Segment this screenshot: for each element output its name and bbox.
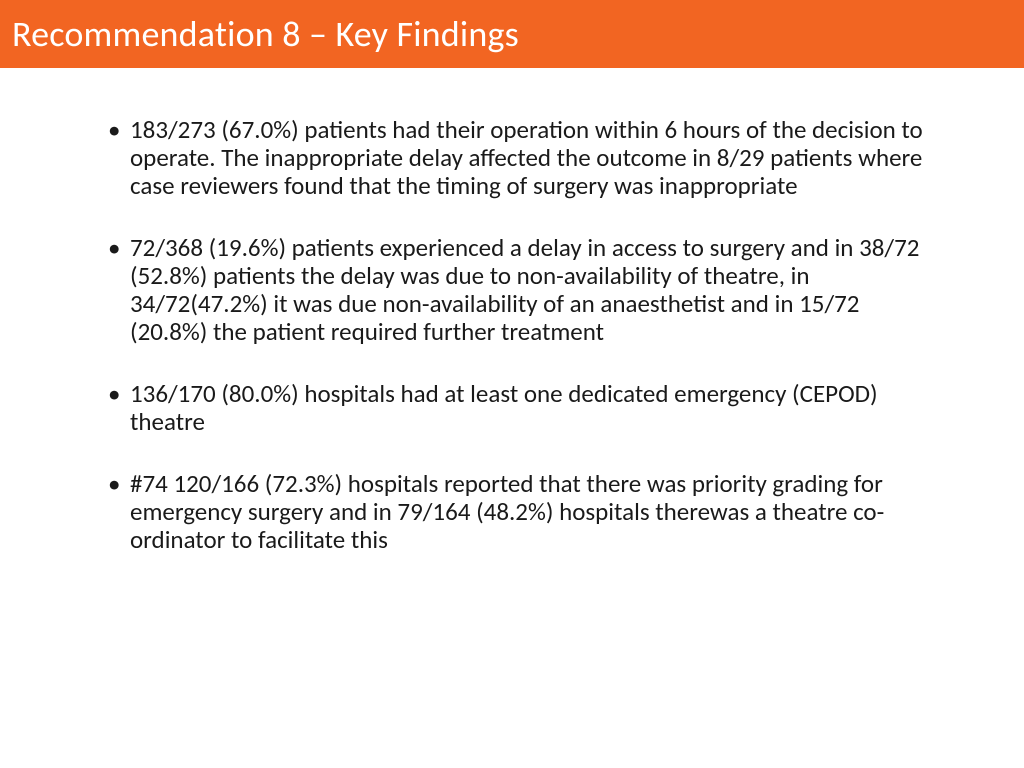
slide-container: Recommendation 8 – Key Findings 183/273 … — [0, 0, 1024, 768]
bullet-item: 136/170 (80.0%) hospitals had at least o… — [100, 380, 924, 436]
slide-title: Recommendation 8 – Key Findings — [12, 12, 519, 56]
bullet-list: 183/273 (67.0%) patients had their opera… — [100, 116, 924, 554]
bullet-item: 72/368 (19.6%) patients experienced a de… — [100, 234, 924, 346]
title-bar: Recommendation 8 – Key Findings — [0, 0, 1024, 68]
slide-body: 183/273 (67.0%) patients had their opera… — [0, 68, 1024, 554]
bullet-item: #74 120/166 (72.3%) hospitals reported t… — [100, 470, 924, 554]
bullet-item: 183/273 (67.0%) patients had their opera… — [100, 116, 924, 200]
